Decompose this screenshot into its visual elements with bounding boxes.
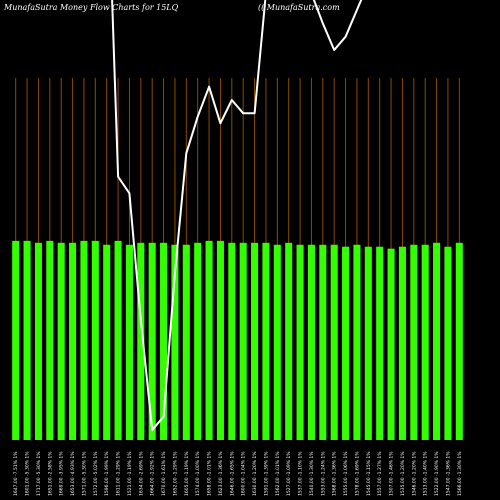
x-tick-label: 1647.00 -7.51% 1% [13, 451, 19, 496]
bar [91, 240, 99, 440]
bar [57, 242, 65, 440]
bar [262, 242, 270, 440]
x-tick-label: 1562.00 -1.01% 1% [275, 451, 281, 496]
bar [296, 244, 304, 440]
x-tick-label: 1546.00 -1.20% 1% [411, 451, 417, 496]
bar [251, 242, 259, 440]
x-tick-label: 1540.00 -1.30% 1% [309, 451, 315, 496]
bar [285, 242, 293, 440]
x-tick-label: 1522.00 -1.90% 1% [434, 451, 440, 496]
watermark: (( MunafaSutra.com [258, 3, 340, 12]
bar [433, 242, 441, 440]
bar [23, 240, 31, 440]
x-tick-label: 1553.00 -1.24% 1% [320, 451, 326, 496]
x-tick-label: 1658.00 -1.01% 1% [207, 451, 213, 496]
x-tick-label: 1670.00 -1.61% 1% [161, 451, 167, 496]
bar [12, 240, 20, 440]
x-tick-label: 1513.00 -1.40% 1% [423, 451, 429, 496]
bar [444, 246, 452, 440]
bar [421, 244, 429, 440]
bar [148, 242, 156, 440]
x-tick-label: 1651.00 -2.58% 1% [47, 451, 53, 496]
x-tick-label: 1568.00 -1.36% 1% [332, 451, 338, 496]
bar [194, 242, 202, 440]
x-tick-labels: 1647.00 -7.51% 1% 1601.00 -5.30% 1% 1717.0… [13, 451, 463, 496]
x-tick-label: 1601.00 -5.30% 1% [25, 451, 31, 496]
x-tick-label: 1630.00 -1.20% 1% [252, 451, 258, 496]
bar [216, 240, 224, 440]
bar [114, 240, 122, 440]
bar [171, 244, 179, 440]
bar [376, 246, 384, 440]
bar [353, 244, 361, 440]
bar [239, 242, 247, 440]
bar [46, 240, 54, 440]
x-tick-label: 1664.00 -1.92% 1% [150, 451, 156, 496]
bar [182, 244, 190, 440]
x-tick-label: 1527.00 -1.09% 1% [286, 451, 292, 496]
x-tick-label: 1521.00 -1.19% 1% [127, 451, 133, 496]
x-tick-label: 1545.00 -1.15% 1% [366, 451, 372, 496]
bar [103, 244, 111, 440]
x-tick-label: 1652.00 -1.29% 1% [172, 451, 178, 496]
bar [160, 242, 168, 440]
bar [398, 246, 406, 440]
bar [364, 246, 372, 440]
bar [387, 248, 395, 440]
x-tick-label: 1717.00 -5.30% 1% [36, 451, 42, 496]
bar [319, 244, 327, 440]
x-tick-label: 1634.00 -2.69% 1% [138, 451, 144, 496]
x-tick-label: 1574.00 -1.00% 1% [195, 451, 201, 496]
bar [125, 244, 133, 440]
bar-series [12, 240, 463, 440]
x-tick-label: 1547.00 -1.36% 1% [445, 451, 451, 496]
bar [307, 244, 315, 440]
bar [137, 242, 145, 440]
x-tick-label: 1535.00 -1.20% 1% [400, 451, 406, 496]
bar [273, 244, 281, 440]
x-tick-label: 1572.00 -5.02% 1% [93, 451, 99, 496]
x-tick-label: 1537.00 -1.10% 1% [298, 451, 304, 496]
x-tick-label: 1646.00 -1.65% 1% [229, 451, 235, 496]
price-line-series [111, 0, 363, 431]
bar [455, 242, 463, 440]
bar [228, 242, 236, 440]
x-tick-label: 1557.00 -1.27% 1% [377, 451, 383, 496]
x-tick-label: 1578.00 -1.69% 1% [354, 451, 360, 496]
price-line [111, 0, 363, 431]
bar [330, 244, 338, 440]
x-tick-label: 1600.00 -1.04% 1% [241, 451, 247, 496]
x-tick-label: 1623.00 -1.36% 1% [218, 451, 224, 496]
bar [410, 244, 418, 440]
x-tick-label: 1571.00 -5.30% 1% [81, 451, 87, 496]
x-tick-label: 1669.00 -3.95% 1% [59, 451, 65, 496]
x-tick-label: 1555.00 -1.06% 1% [343, 451, 349, 496]
bar [205, 240, 213, 440]
x-tick-label: 1507.00 -1.46% 1% [389, 451, 395, 496]
x-tick-label: 1653.00 -4.93% 1% [70, 451, 76, 496]
bar [34, 242, 42, 440]
x-tick-label: 1566.00 -1.30% 1% [457, 451, 463, 496]
bar [80, 240, 88, 440]
bar [342, 246, 350, 440]
x-tick-label: 1605.00 -1.19% 1% [184, 451, 190, 496]
bar [69, 242, 77, 440]
x-tick-label: 1596.00 -1.99% 1% [104, 451, 110, 496]
x-tick-label: 1611.00 -1.29% 1% [116, 451, 122, 496]
chart-title: MunafaSutra Money Flow Charts for 15LQ [3, 3, 179, 12]
x-tick-label: 1591.00 -1.39% 1% [263, 451, 269, 496]
